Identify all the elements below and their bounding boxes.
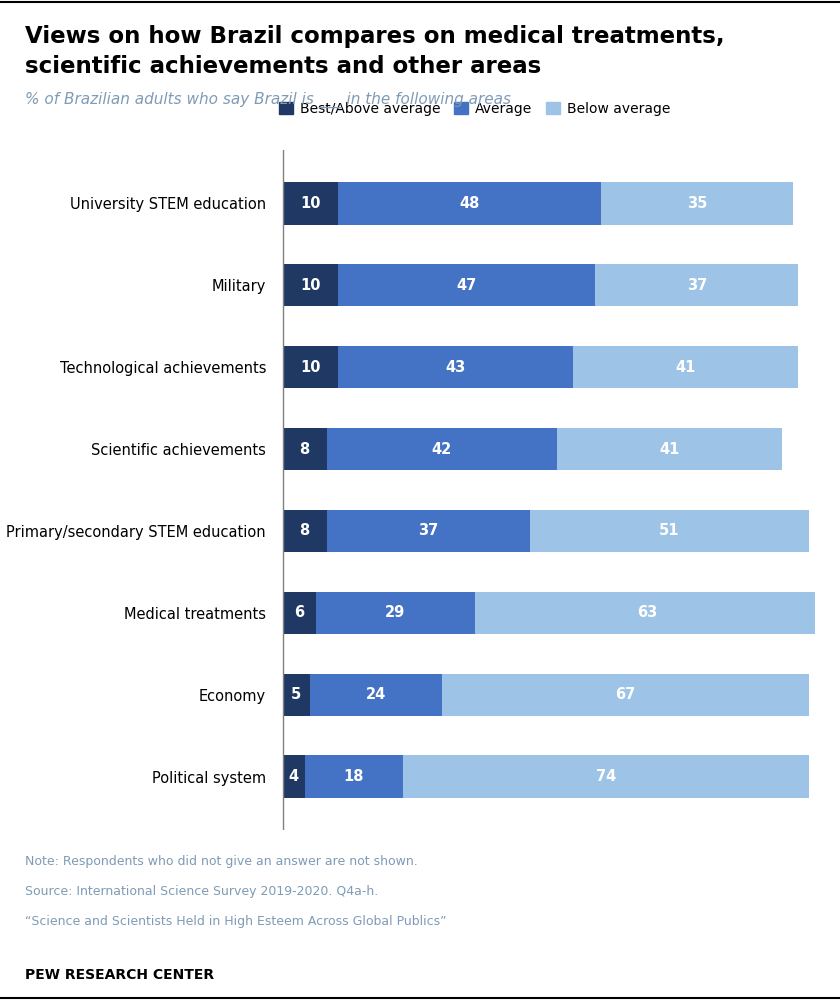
Bar xyxy=(403,755,809,798)
Text: 10: 10 xyxy=(300,196,320,211)
Bar xyxy=(283,510,327,552)
Text: 74: 74 xyxy=(596,769,617,784)
Bar xyxy=(305,755,403,798)
Text: Note: Respondents who did not give an answer are not shown.: Note: Respondents who did not give an an… xyxy=(25,855,418,868)
Text: 8: 8 xyxy=(300,442,310,457)
Bar xyxy=(601,182,793,225)
Bar xyxy=(574,346,798,388)
Text: 41: 41 xyxy=(659,442,680,457)
Text: 37: 37 xyxy=(418,523,438,538)
Text: 48: 48 xyxy=(459,196,480,211)
Text: 37: 37 xyxy=(687,278,707,293)
Text: 5: 5 xyxy=(291,687,302,702)
Bar xyxy=(283,264,338,306)
Text: 47: 47 xyxy=(456,278,476,293)
Text: “Science and Scientists Held in High Esteem Across Global Publics”: “Science and Scientists Held in High Est… xyxy=(25,915,447,928)
Bar xyxy=(310,674,442,716)
Bar xyxy=(338,264,596,306)
Text: % of Brazilian adults who say Brazil is ___ in the following areas: % of Brazilian adults who say Brazil is … xyxy=(25,92,512,108)
Text: scientific achievements and other areas: scientific achievements and other areas xyxy=(25,55,542,78)
Bar xyxy=(283,674,310,716)
Text: 10: 10 xyxy=(300,360,320,375)
Text: 51: 51 xyxy=(659,523,680,538)
Bar xyxy=(283,182,338,225)
Text: Source: International Science Survey 2019-2020. Q4a-h.: Source: International Science Survey 201… xyxy=(25,885,379,898)
Legend: Best/Above average, Average, Below average: Best/Above average, Average, Below avera… xyxy=(279,102,670,116)
Bar xyxy=(338,182,601,225)
Text: 29: 29 xyxy=(385,605,405,620)
Text: 10: 10 xyxy=(300,278,320,293)
Bar xyxy=(557,428,782,470)
Bar xyxy=(529,510,809,552)
Bar xyxy=(283,592,316,634)
Bar xyxy=(338,346,574,388)
Bar xyxy=(283,755,305,798)
Text: 24: 24 xyxy=(365,687,386,702)
Bar xyxy=(327,428,557,470)
Text: 67: 67 xyxy=(616,687,636,702)
Bar xyxy=(475,592,821,634)
Bar xyxy=(283,428,327,470)
Bar xyxy=(283,346,338,388)
Text: Views on how Brazil compares on medical treatments,: Views on how Brazil compares on medical … xyxy=(25,25,725,48)
Text: PEW RESEARCH CENTER: PEW RESEARCH CENTER xyxy=(25,968,214,982)
Text: 35: 35 xyxy=(686,196,707,211)
Bar xyxy=(316,592,475,634)
Bar xyxy=(442,674,809,716)
Text: 18: 18 xyxy=(344,769,365,784)
Bar xyxy=(596,264,798,306)
Text: 42: 42 xyxy=(432,442,452,457)
Text: 63: 63 xyxy=(638,605,658,620)
Text: 8: 8 xyxy=(300,523,310,538)
Text: 43: 43 xyxy=(445,360,465,375)
Bar xyxy=(327,510,529,552)
Text: 6: 6 xyxy=(294,605,304,620)
Text: 4: 4 xyxy=(289,769,299,784)
Text: 41: 41 xyxy=(675,360,696,375)
